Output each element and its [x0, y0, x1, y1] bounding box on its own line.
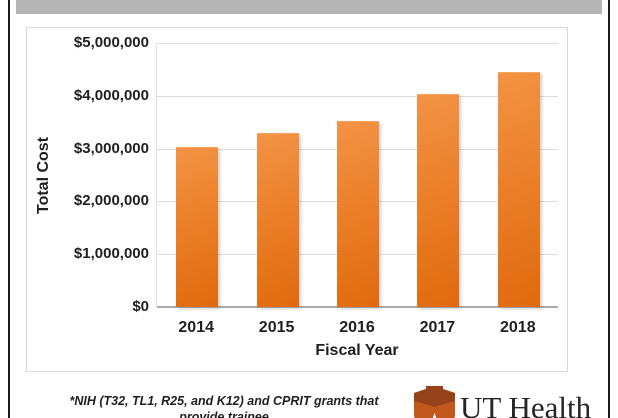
y-axis-title: Total Cost — [35, 136, 52, 214]
ut-health-shield-icon: ★ — [414, 386, 455, 418]
page-left-border — [8, 0, 10, 418]
bar-2018 — [497, 72, 540, 307]
y-axis-tick-label: $4,000,000 — [73, 86, 149, 104]
plot-area — [156, 43, 558, 308]
y-axis-tick-label: $2,000,000 — [73, 192, 149, 210]
total-cost-chart: Total Cost $0 $1,000,000 $2,000,000 $3,000,… — [26, 27, 568, 372]
bar-2016 — [337, 120, 379, 307]
bar-2015 — [256, 132, 299, 307]
y-axis-tick-label: $0 — [132, 298, 149, 315]
bar-2017 — [417, 94, 460, 307]
star-icon: ★ — [425, 409, 444, 418]
y-axis-tick-label: $1,000,000 — [73, 245, 149, 263]
footnote-line-1: *NIH (T32, TL1, R25, and K12) and CPRIT … — [69, 394, 379, 418]
y-axis-tick-label: $5,000,000 — [73, 34, 149, 51]
x-axis-title: Fiscal Year — [315, 342, 399, 359]
x-axis-tick-label: 2016 — [339, 319, 375, 336]
x-axis-tick-label: 2015 — [258, 319, 295, 336]
x-axis-tick-label: 2017 — [419, 319, 456, 336]
bar-2014 — [176, 147, 219, 307]
logo-text: UT Health — [460, 390, 592, 418]
footnote: *NIH (T32, TL1, R25, and K12) and CPRIT … — [56, 393, 392, 418]
x-axis-tick-label: 2014 — [178, 319, 214, 336]
gridline — [157, 43, 558, 44]
gridline — [157, 95, 558, 97]
x-axis-tick-label: 2018 — [500, 319, 536, 336]
y-axis-tick-label: $3,000,000 — [73, 139, 149, 157]
header-bar — [16, 0, 602, 14]
ut-health-logo: ★ UT Health — [412, 384, 591, 418]
page-right-border — [608, 0, 610, 418]
x-axis-line — [157, 306, 558, 308]
